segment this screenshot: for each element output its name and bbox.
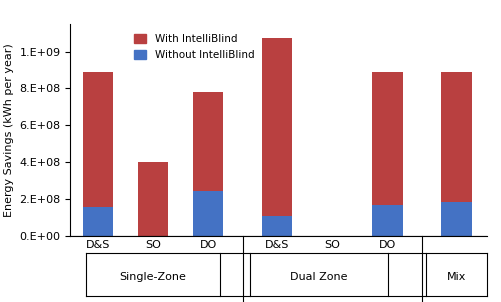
- Bar: [440, 202, 471, 236]
- Bar: [262, 38, 292, 216]
- Bar: [372, 205, 402, 236]
- Text: Dual Zone: Dual Zone: [289, 272, 347, 282]
- Bar: [83, 207, 113, 236]
- Bar: [193, 92, 223, 191]
- Text: Mix: Mix: [446, 272, 465, 282]
- Y-axis label: Energy Savings (kWh per year): Energy Savings (kWh per year): [4, 43, 14, 217]
- Bar: [138, 162, 168, 236]
- Text: Single-Zone: Single-Zone: [119, 272, 186, 282]
- Bar: [372, 72, 402, 205]
- Bar: [193, 191, 223, 236]
- Bar: [83, 72, 113, 207]
- Bar: [440, 72, 471, 202]
- Bar: [262, 216, 292, 236]
- Legend: With IntelliBlind, Without IntelliBlind: With IntelliBlind, Without IntelliBlind: [129, 29, 258, 64]
